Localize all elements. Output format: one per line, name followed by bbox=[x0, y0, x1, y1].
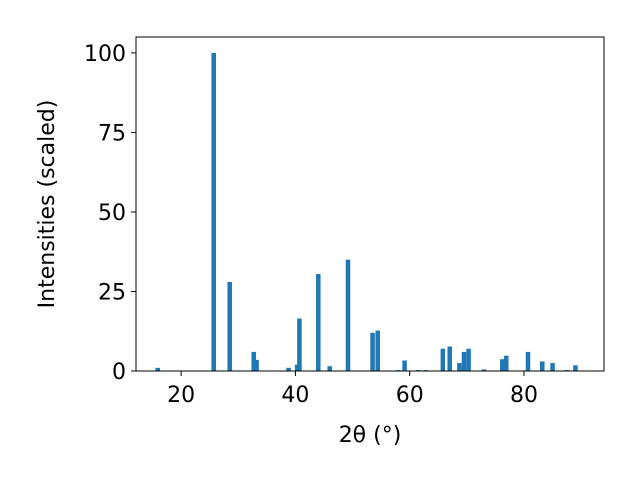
x-axis-label: 2θ (°) bbox=[339, 423, 402, 448]
bar bbox=[254, 359, 259, 371]
bar bbox=[294, 364, 300, 371]
bar bbox=[457, 363, 462, 371]
bar bbox=[573, 365, 578, 371]
bar bbox=[402, 360, 407, 371]
x-tick-label: 80 bbox=[510, 383, 538, 408]
x-tick-label: 60 bbox=[396, 383, 424, 408]
y-tick-label: 100 bbox=[84, 42, 126, 67]
bar bbox=[327, 366, 332, 371]
bar bbox=[297, 318, 302, 371]
y-axis-label: Intensities (scaled) bbox=[35, 100, 60, 309]
bar bbox=[447, 346, 452, 371]
y-tick-label: 50 bbox=[98, 201, 126, 226]
x-tick-label: 20 bbox=[167, 383, 195, 408]
bar bbox=[461, 351, 467, 371]
bar bbox=[155, 367, 160, 371]
y-tick-label: 25 bbox=[98, 280, 126, 305]
x-tick-label: 40 bbox=[281, 383, 309, 408]
bar bbox=[500, 359, 505, 371]
bar bbox=[345, 259, 351, 371]
bar bbox=[286, 367, 291, 371]
bar bbox=[466, 348, 471, 371]
bar bbox=[550, 363, 555, 371]
bar bbox=[440, 348, 446, 371]
bar bbox=[211, 52, 216, 372]
bar bbox=[251, 351, 256, 371]
bar bbox=[481, 369, 487, 371]
bar bbox=[316, 273, 321, 371]
y-tick-label: 0 bbox=[112, 360, 126, 385]
bar bbox=[227, 281, 232, 371]
plot-frame bbox=[135, 36, 605, 372]
bar bbox=[370, 332, 375, 371]
bar bbox=[375, 330, 380, 371]
bar bbox=[504, 355, 509, 371]
bar bbox=[540, 361, 545, 371]
y-tick-label: 75 bbox=[98, 121, 126, 146]
bar bbox=[525, 351, 531, 371]
